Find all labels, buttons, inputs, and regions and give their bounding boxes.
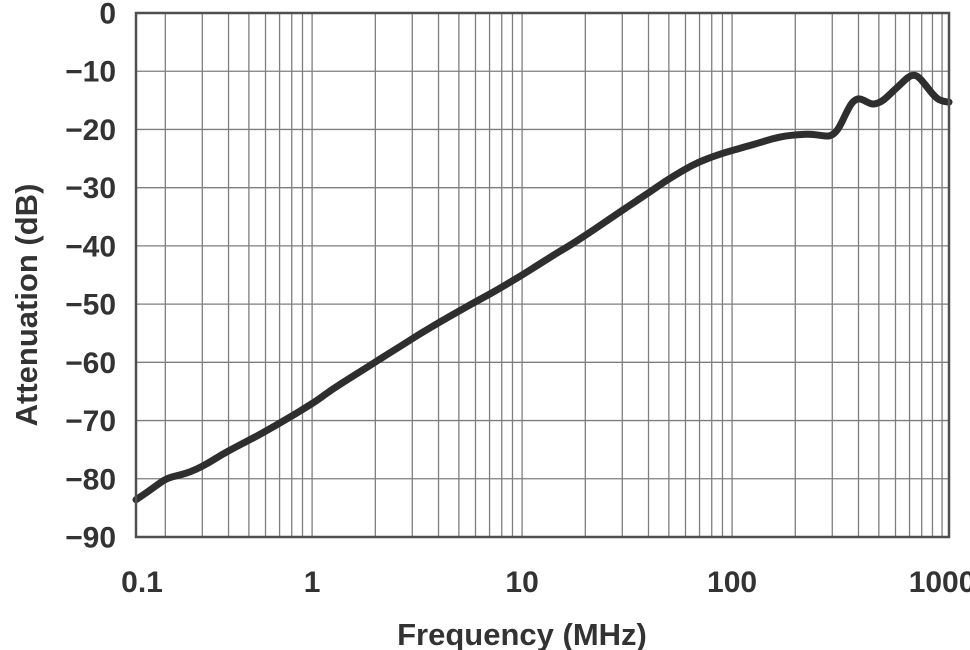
y-axis-title: Attenuation (dB) bbox=[9, 183, 44, 427]
axes-frame bbox=[134, 11, 951, 539]
x-tick-label: 10 bbox=[505, 566, 538, 599]
y-tick-label: −10 bbox=[65, 56, 116, 89]
x-tick-label: 1 bbox=[304, 566, 321, 599]
y-tick-label: −80 bbox=[65, 463, 116, 496]
y-tick-label: 0 bbox=[99, 0, 116, 31]
y-tick-label: −30 bbox=[65, 172, 116, 205]
x-axis-tick-labels: 0.1 1 10 100 1000 bbox=[121, 566, 970, 599]
attenuation-curve bbox=[132, 71, 953, 504]
y-axis-tick-labels: 0 −10 −20 −30 −40 −50 −60 −70 −80 −90 bbox=[65, 0, 116, 555]
y-tick-label: −40 bbox=[65, 230, 116, 263]
attenuation-line bbox=[132, 71, 953, 504]
y-tick-label: −90 bbox=[65, 522, 116, 555]
plot-border bbox=[134, 11, 951, 539]
x-axis-title: Frequency (MHz) bbox=[397, 617, 647, 650]
x-tick-label: 1000 bbox=[909, 566, 970, 599]
y-tick-label: −60 bbox=[65, 347, 116, 380]
y-tick-label: −50 bbox=[65, 289, 116, 322]
x-tick-label: 0.1 bbox=[121, 566, 163, 599]
x-tick-label: 100 bbox=[707, 566, 757, 599]
y-tick-label: −20 bbox=[65, 114, 116, 147]
grid-lines bbox=[136, 12, 949, 538]
y-tick-label: −70 bbox=[65, 405, 116, 438]
